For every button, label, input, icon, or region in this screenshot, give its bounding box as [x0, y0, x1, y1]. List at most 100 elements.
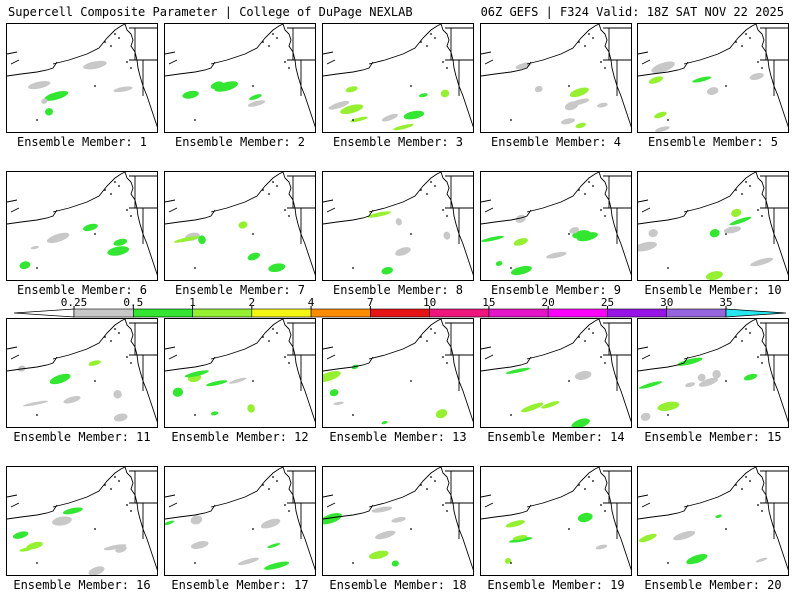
coastline: [165, 319, 315, 423]
island: [288, 510, 290, 512]
ensemble-member-label: Ensemble Member: 12: [171, 430, 309, 444]
scp-contour-area: [560, 118, 575, 125]
ensemble-map-panel: [164, 23, 316, 133]
island: [588, 476, 590, 478]
island: [578, 189, 580, 191]
island: [110, 488, 112, 490]
ensemble-map: [7, 467, 157, 575]
island: [745, 181, 747, 183]
scp-contour-area: [113, 238, 128, 246]
ensemble-member-label: Ensemble Member: 17: [171, 578, 309, 592]
scp-contour-area: [706, 87, 719, 96]
scp-contour-area: [113, 86, 133, 93]
ensemble-map-panel: [480, 318, 632, 428]
ensemble-map-panel: [6, 23, 158, 133]
island: [352, 414, 354, 416]
ensemble-map: [323, 319, 473, 425]
colorbar-tick-label: 0.5: [123, 296, 143, 309]
island: [118, 37, 120, 39]
scp-contour-area: [673, 530, 696, 541]
scp-contour-area: [510, 265, 532, 276]
island: [110, 193, 112, 195]
ensemble-map: [481, 319, 631, 427]
island: [741, 340, 743, 342]
island: [578, 336, 580, 338]
ensemble-map: [481, 172, 631, 276]
coastline: [481, 467, 631, 571]
scp-contour-area: [267, 543, 281, 549]
scp-contour-area: [541, 401, 560, 409]
scp-contour-area: [577, 232, 598, 242]
island: [745, 476, 747, 478]
colorbar-tick-label: 25: [601, 296, 614, 309]
island: [446, 510, 448, 512]
island: [588, 181, 590, 183]
scp-contour-area: [368, 550, 389, 560]
scp-contour-area: [595, 544, 608, 550]
colorbar-segment: [488, 308, 549, 318]
scp-contour-area: [247, 100, 266, 107]
scp-contour-area: [648, 76, 663, 84]
island: [118, 480, 120, 482]
scp-contour-area: [44, 90, 69, 101]
island: [434, 185, 436, 187]
island: [735, 189, 737, 191]
scp-contour-area: [88, 360, 101, 366]
scp-contour-area: [340, 104, 364, 115]
island: [725, 528, 727, 530]
scp-contour-area: [698, 377, 719, 387]
ensemble-member-label: Ensemble Member: 11: [13, 430, 151, 444]
ensemble-map-panel: [637, 466, 789, 576]
island: [568, 380, 570, 382]
island: [262, 189, 264, 191]
island: [194, 562, 196, 564]
scp-contour-area: [381, 266, 393, 275]
scp-contour-area: [83, 223, 98, 232]
island: [130, 215, 132, 217]
scp-contour-area: [237, 557, 259, 566]
island: [757, 209, 759, 211]
scp-contour-area: [571, 418, 590, 427]
island: [252, 85, 254, 87]
scp-contour-area: [638, 381, 663, 389]
island: [262, 41, 264, 43]
island: [110, 340, 112, 342]
island: [426, 45, 428, 47]
scp-contour-area: [715, 514, 722, 519]
ensemble-map-panel: [480, 466, 632, 576]
island: [592, 37, 594, 39]
island: [584, 45, 586, 47]
scp-contour-area: [575, 122, 586, 129]
scp-contour-area: [697, 373, 706, 382]
colorbar-segment: [666, 308, 727, 318]
ensemble-map-panel: [164, 318, 316, 428]
island: [352, 562, 354, 564]
ensemble-map: [323, 24, 473, 131]
island: [600, 356, 602, 358]
scp-contour-area: [391, 517, 406, 523]
island: [130, 67, 132, 69]
scp-contour-area: [435, 409, 448, 419]
ensemble-member-label: Ensemble Member: 10: [644, 283, 782, 297]
ensemble-member-label: Ensemble Member: 7: [174, 283, 306, 297]
island: [749, 480, 751, 482]
island: [276, 185, 278, 187]
scp-contour-area: [326, 517, 336, 523]
island: [761, 215, 763, 217]
island: [745, 328, 747, 330]
island: [284, 504, 286, 506]
ensemble-map-panel: [6, 318, 158, 428]
colorbar-segment: [251, 308, 312, 318]
island: [288, 362, 290, 364]
coastline: [481, 24, 631, 128]
colorbar-segment: [73, 308, 134, 318]
ensemble-member-label: Ensemble Member: 4: [490, 135, 622, 149]
island: [757, 61, 759, 63]
scp-contour-area: [329, 389, 339, 397]
island: [426, 488, 428, 490]
scp-contour-area: [495, 261, 503, 266]
island: [36, 119, 38, 121]
scp-contour-area: [750, 257, 774, 267]
scp-contour-area: [521, 402, 544, 413]
colorbar-tick-label: 7: [367, 296, 374, 309]
